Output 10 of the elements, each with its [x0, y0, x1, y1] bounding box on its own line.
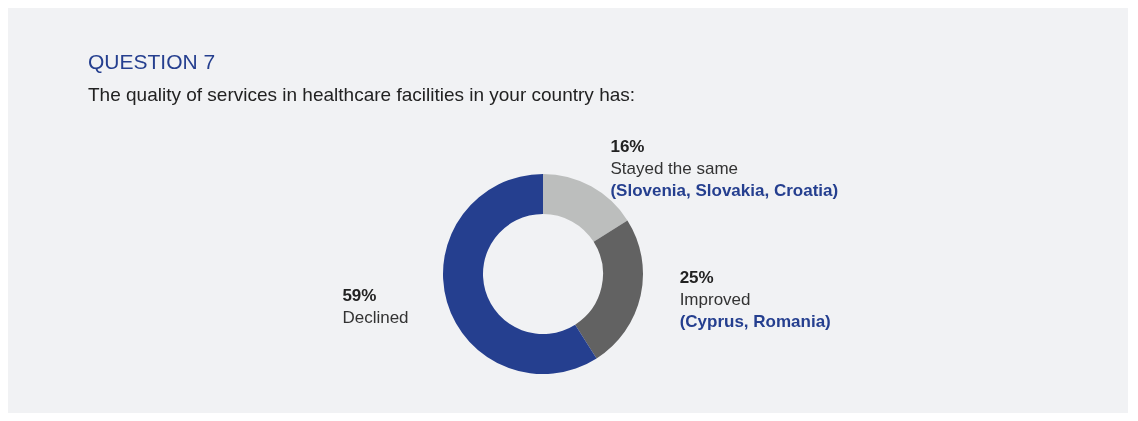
data-label: 59%	[342, 286, 377, 306]
slice-label: Improved	[679, 289, 751, 309]
text: (Cyprus, Romania)	[679, 311, 831, 331]
data-label: 25%	[679, 267, 714, 287]
slice-label: Stayed the same	[610, 158, 739, 178]
chart-subtitle: The quality of services in healthcare facilities in your country has:	[88, 84, 636, 106]
text: (Slovenia, Slovakia, Croatia)	[610, 180, 839, 200]
slice-label: Declined	[342, 308, 409, 328]
text: QUESTION 7	[88, 50, 216, 74]
data-label: 16%	[610, 136, 645, 156]
